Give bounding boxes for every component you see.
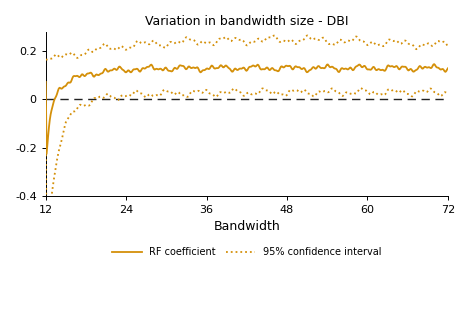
Legend: RF coefficient, 95% confidence interval: RF coefficient, 95% confidence interval bbox=[109, 244, 385, 261]
X-axis label: Bandwidth: Bandwidth bbox=[213, 220, 280, 234]
Title: Variation in bandwidth size - DBI: Variation in bandwidth size - DBI bbox=[145, 15, 349, 28]
